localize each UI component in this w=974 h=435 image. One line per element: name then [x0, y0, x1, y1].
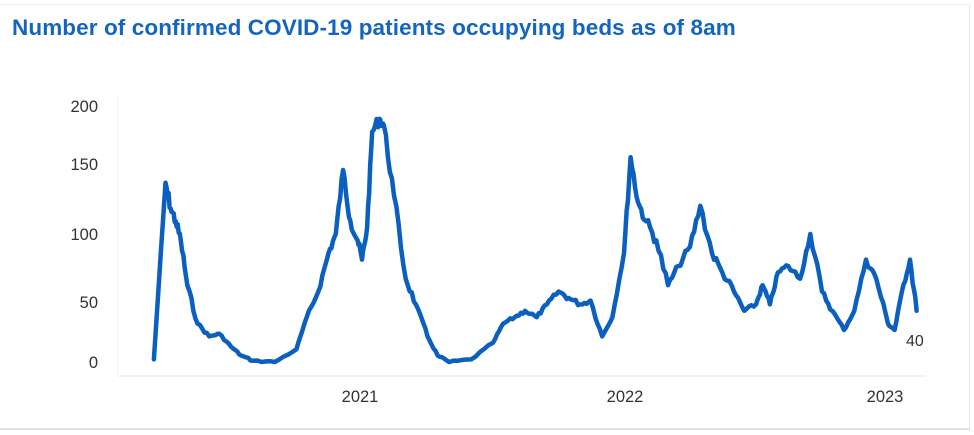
y-tick-label: 100 [70, 226, 98, 244]
end-value-label: 40 [906, 333, 924, 350]
y-tick-label: 200 [70, 98, 98, 116]
plot-area [117, 96, 926, 377]
x-axis: 2021 2022 2023 [342, 388, 904, 406]
y-axis: 200 150 100 50 0 [70, 98, 98, 372]
x-tick-label: 2023 [867, 388, 904, 406]
chart-title: Number of confirmed COVID-19 patients oc… [12, 15, 736, 40]
chart-card [0, 4, 970, 430]
x-tick-label: 2021 [342, 388, 379, 406]
y-tick-label: 50 [80, 294, 98, 312]
y-tick-label: 0 [89, 354, 98, 372]
x-tick-label: 2022 [607, 388, 644, 406]
y-tick-label: 150 [70, 156, 98, 174]
data-line[interactable] [151, 116, 919, 365]
